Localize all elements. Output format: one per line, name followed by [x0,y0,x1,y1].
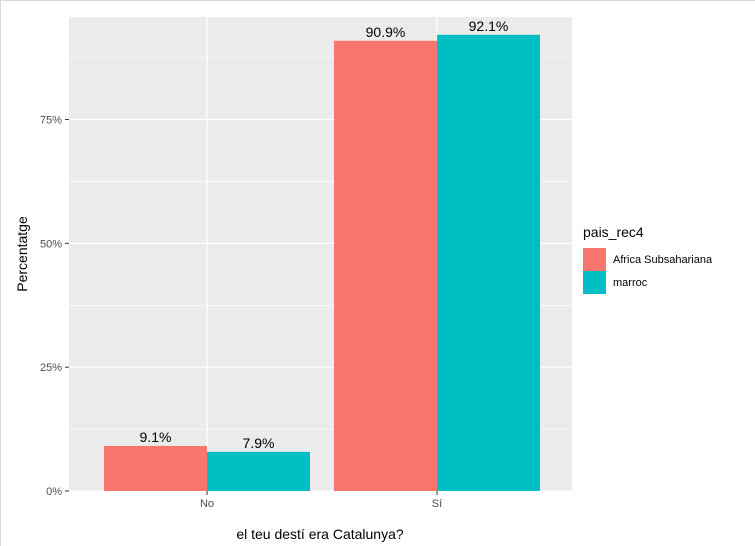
y-tick-label: 75% [40,115,62,127]
legend: pais_rec4 Africa Subsahariana marroc [583,224,713,294]
bar-value-label: 92.1% [469,18,509,34]
bar [334,40,437,492]
y-tick-label: 25% [40,362,62,374]
legend-title: pais_rec4 [583,224,644,240]
bar-value-label: 90.9% [366,24,406,40]
x-tick-label: No [200,498,214,510]
y-axis-title: Percentatge [14,216,30,292]
x-tick-label: Sí [432,498,442,510]
bar [104,445,207,491]
legend-label: Africa Subsahariana [613,254,713,266]
x-axis: No Sí [200,491,442,510]
bar-value-label: 9.1% [140,429,172,445]
y-tick-label: 0% [46,486,62,498]
bar-value-label: 7.9% [243,435,275,451]
bar [207,451,310,491]
legend-label: marroc [613,277,648,289]
bar-labels: 9.1% 7.9% 90.9% 92.1% [140,18,509,451]
legend-key [583,271,606,294]
x-axis-title: el teu destí era Catalunya? [236,526,404,542]
bar [437,34,540,492]
y-tick-label: 50% [40,238,62,250]
legend-key [583,248,606,271]
bars [104,34,540,492]
y-axis: 0% 25% 50% 75% [40,115,69,498]
